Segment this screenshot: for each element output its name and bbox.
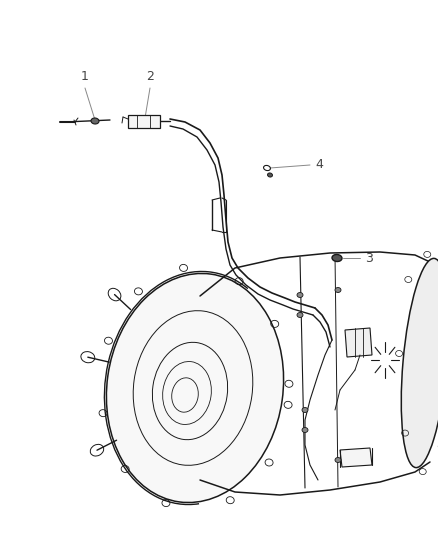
Ellipse shape bbox=[297, 293, 303, 297]
Ellipse shape bbox=[106, 273, 283, 503]
Ellipse shape bbox=[302, 427, 308, 432]
Polygon shape bbox=[128, 115, 160, 128]
Text: 1: 1 bbox=[81, 70, 89, 83]
Ellipse shape bbox=[335, 457, 341, 463]
Ellipse shape bbox=[91, 118, 99, 124]
Ellipse shape bbox=[332, 254, 342, 262]
Text: 4: 4 bbox=[315, 158, 323, 172]
Text: 3: 3 bbox=[365, 252, 373, 264]
Polygon shape bbox=[340, 448, 372, 467]
Polygon shape bbox=[345, 328, 372, 357]
Ellipse shape bbox=[268, 173, 272, 177]
Ellipse shape bbox=[401, 259, 438, 467]
Text: 2: 2 bbox=[146, 70, 154, 83]
Ellipse shape bbox=[335, 287, 341, 293]
Ellipse shape bbox=[302, 408, 308, 413]
Ellipse shape bbox=[297, 312, 303, 318]
